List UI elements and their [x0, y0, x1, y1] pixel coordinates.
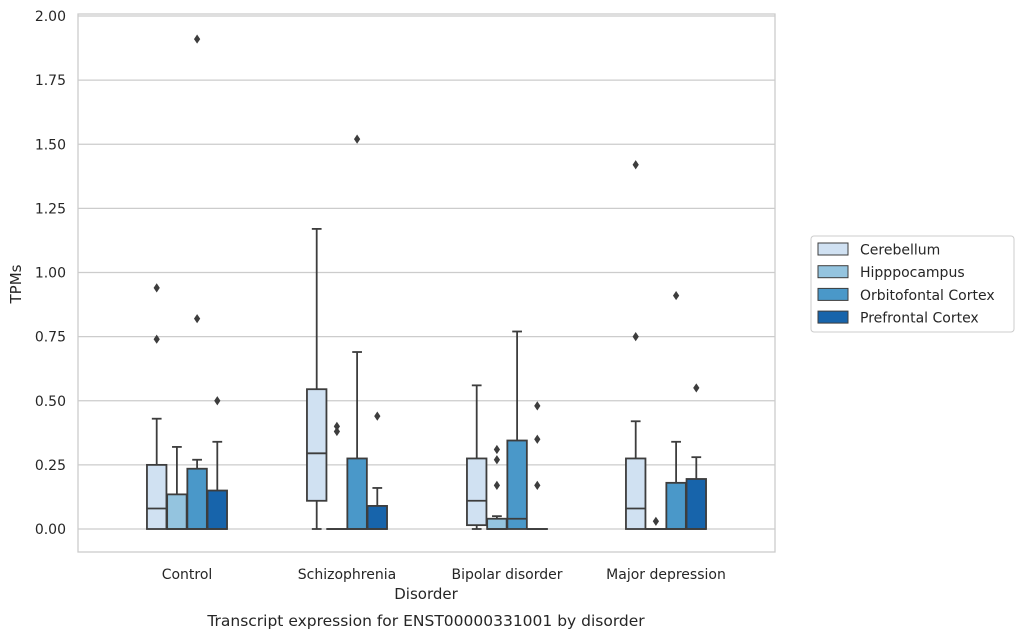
boxes-layer	[147, 34, 706, 529]
outlier-point	[534, 401, 540, 410]
outlier-point	[534, 481, 540, 490]
chart-caption: Transcript expression for ENST0000033100…	[206, 612, 645, 630]
outlier-point	[494, 445, 500, 454]
box-group	[307, 229, 327, 529]
box-group	[187, 34, 207, 529]
legend-swatch	[818, 266, 848, 278]
legend-label: Hipppocampus	[860, 265, 965, 281]
box-iqr	[467, 458, 487, 525]
outlier-point	[154, 283, 160, 292]
box-group	[167, 447, 187, 529]
y-tick-label: 1.75	[35, 73, 66, 89]
legend-swatch	[818, 288, 848, 300]
outlier-point	[334, 422, 340, 431]
box-group	[327, 422, 347, 529]
outlier-point	[633, 332, 639, 341]
legend-label: Orbitofontal Cortex	[860, 288, 995, 304]
box-iqr	[687, 479, 707, 529]
legend-label: Prefrontal Cortex	[860, 311, 979, 327]
box-iqr	[167, 494, 187, 529]
outlier-point	[494, 481, 500, 490]
y-tick-label: 0.75	[35, 330, 66, 346]
outlier-point	[673, 291, 679, 300]
box-group	[507, 331, 526, 529]
y-tick-label: 0.25	[35, 458, 66, 474]
box-group	[368, 412, 388, 529]
outlier-point	[214, 396, 220, 405]
box-group	[687, 383, 707, 529]
legend-swatch	[818, 243, 848, 255]
box-iqr	[187, 469, 207, 529]
x-tick-label: Schizophrenia	[298, 567, 396, 583]
outlier-point	[494, 455, 500, 464]
x-tick-label: Control	[162, 567, 213, 583]
box-group	[147, 283, 167, 529]
y-tick-label: 0.50	[35, 394, 66, 410]
box-iqr	[666, 483, 686, 529]
box-group	[208, 396, 228, 529]
y-tick-label: 1.25	[35, 201, 66, 217]
outlier-point	[194, 314, 200, 323]
x-tick-label: Major depression	[606, 567, 726, 583]
box-group	[347, 135, 367, 529]
box-iqr	[208, 491, 228, 529]
y-tick-label: 0.00	[35, 522, 66, 538]
grid-layer	[78, 16, 775, 529]
outlier-point	[374, 412, 380, 421]
box-iqr	[147, 465, 167, 529]
plot-frame	[78, 14, 775, 552]
legend-swatch	[818, 311, 848, 323]
outlier-point	[633, 160, 639, 169]
box-group	[666, 291, 686, 529]
box-iqr	[626, 458, 646, 529]
y-tick-label: 2.00	[35, 9, 66, 25]
box-iqr	[487, 519, 507, 529]
legend: Cerebellum Hipppocampus Orbitofontal Corte…	[811, 236, 1014, 332]
outlier-point	[354, 135, 360, 144]
y-axis-label: TPMs	[7, 264, 25, 304]
box-group	[646, 517, 666, 529]
box-group	[626, 160, 646, 529]
outlier-point	[534, 435, 540, 444]
outlier-point	[693, 383, 699, 392]
x-tick-labels: Control Schizophrenia Bipolar disorder Majo…	[162, 567, 726, 583]
outlier-point	[194, 34, 200, 43]
x-tick-label: Bipolar disorder	[451, 567, 562, 583]
box-group	[467, 385, 487, 529]
box-group	[487, 445, 507, 529]
box-iqr	[347, 458, 367, 529]
y-tick-label: 1.00	[35, 266, 66, 282]
legend-label: Cerebellum	[860, 243, 940, 259]
y-tick-labels: 0.00 0.25 0.50 0.75 1.00 1.25 1.50 1.75 2.00	[35, 9, 66, 538]
outlier-point	[154, 335, 160, 344]
box-iqr	[307, 389, 327, 501]
y-tick-label: 1.50	[35, 137, 66, 153]
box-iqr	[507, 441, 526, 529]
x-axis-label: Disorder	[394, 585, 458, 603]
outlier-point	[653, 517, 659, 526]
box-iqr	[368, 506, 388, 529]
